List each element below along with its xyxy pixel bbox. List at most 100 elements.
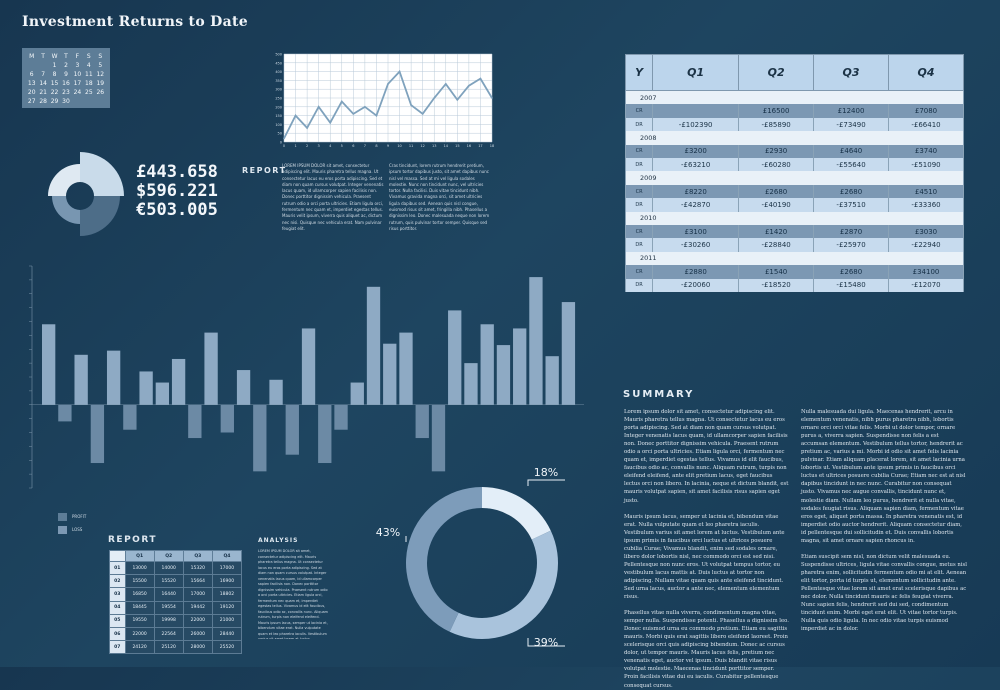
- quarterly-table: Y Q1 Q2 Q3 Q4 2007 CR £16500 £12400 £7080 DR -£102…: [624, 54, 964, 292]
- table-cell: -£42870: [652, 198, 740, 212]
- calendar-day: 12: [96, 71, 105, 78]
- table-cell: -£33360: [888, 198, 964, 212]
- calendar-day: 20: [27, 89, 36, 96]
- line-x-tick-label: 15: [455, 144, 459, 148]
- bar: [269, 379, 283, 405]
- line-x-tick-label: 10: [397, 144, 401, 148]
- table-cell: -£51090: [888, 158, 964, 172]
- table-year-label: 2011: [625, 251, 964, 266]
- table-cell: -£66410: [888, 117, 964, 132]
- report2-cell: 13000: [124, 560, 155, 576]
- bar: [496, 345, 511, 405]
- table-cell: -£15480: [813, 278, 890, 292]
- report2-cell: 15500: [124, 574, 155, 589]
- bar: [334, 404, 348, 430]
- calendar-day: 23: [62, 89, 70, 96]
- line-x-tick-label: 7: [364, 144, 366, 148]
- bar: [123, 404, 137, 430]
- line-x-tick-label: 12: [420, 144, 424, 148]
- table-row-cr: CR £16500 £12400 £7080: [624, 104, 964, 118]
- legend-swatch-loss: [58, 526, 67, 534]
- table-column-header: Q2: [738, 54, 815, 91]
- table-row-dr: DR -£63210 -£60280 -£55640 -£51090: [624, 158, 964, 172]
- report2-heading: REPORT: [108, 535, 157, 545]
- report2-cell: 15520: [153, 574, 184, 589]
- bar: [529, 277, 543, 405]
- table-cell: £3030: [888, 224, 964, 239]
- calendar-week: 6 7 8 9 10 11 12: [26, 70, 106, 79]
- table-row: 06 22000 22564 26000 28440: [109, 626, 243, 642]
- line-x-tick-label: 0: [283, 144, 285, 148]
- table-row-cr: CR £2880 £1540 £2680 £34100: [624, 265, 964, 279]
- table-row-cr: CR £3100 £1420 £2870 £3030: [624, 224, 964, 239]
- bar: [285, 404, 299, 455]
- calendar-day: [95, 97, 106, 106]
- report2-column-header: Q3: [182, 550, 213, 562]
- report-heading: REPORT: [242, 166, 287, 175]
- bar-chart: [29, 265, 584, 489]
- report2-column-header: Q2: [153, 550, 184, 562]
- line-x-tick-label: 6: [352, 144, 354, 148]
- calendar-grid: M T W T F S S 1 2 3 4 5 6 7 8 9 10 11 12 13 14 15 16 17 18 19 20 21…: [26, 52, 106, 106]
- calendar-weekday: S: [86, 53, 91, 60]
- donut-leader-line: [527, 638, 565, 647]
- calendar-day: 2: [64, 62, 68, 69]
- summary-col1-para: Phasellus vitae nulla viverra, condiment…: [624, 610, 789, 689]
- report2-cell: 16850: [124, 587, 155, 602]
- table-cell: -£20060: [652, 278, 740, 292]
- table-cell: £2680: [738, 184, 815, 199]
- bar: [90, 404, 105, 464]
- summary-heading: SUMMARY: [623, 389, 695, 400]
- calendar-weekday: T: [64, 53, 68, 60]
- summary-col2-para: Etiam suscipit sem nisl, non dictum veli…: [801, 553, 967, 633]
- line-point: [387, 83, 389, 85]
- report2-cell: 25520: [211, 640, 243, 655]
- report2-cell: 05: [109, 613, 126, 628]
- line-point: [340, 100, 343, 103]
- legend-label-profit: PROFIT: [72, 514, 87, 519]
- line-x-tick-label: 3: [318, 144, 320, 148]
- line-x-tick-label: 8: [375, 144, 377, 148]
- bar: [106, 350, 121, 405]
- legend-label-loss: LOSS: [72, 527, 83, 532]
- report2-table: Q1 Q2 Q3 Q4 01 13000 14000 15320 17000 02 15500 15…: [109, 550, 243, 655]
- calendar-day: 7: [41, 71, 46, 78]
- table-row: 03 16850 16440 17000 18802: [109, 587, 243, 602]
- calendar-day: 10: [73, 71, 82, 78]
- calendar-day: 26: [96, 89, 105, 96]
- table-cell: £3740: [888, 144, 964, 159]
- line-y-tick-label: 0: [280, 141, 282, 145]
- table-row-label: DR: [624, 117, 654, 132]
- report2-cell: 25120: [153, 640, 184, 655]
- calendar-day: 24: [73, 89, 82, 96]
- line-x-tick-label: 5: [341, 144, 343, 148]
- calendar-week: 13 14 15 16 17 18 19: [26, 79, 106, 88]
- line-y-tick-label: 200: [275, 105, 282, 109]
- line-point: [456, 98, 459, 101]
- table-year-row: 2009: [625, 171, 964, 185]
- donut-slice: [449, 530, 558, 639]
- report2-cell: 16440: [153, 587, 184, 602]
- line-point: [491, 97, 493, 99]
- table-cell: -£28840: [738, 238, 815, 252]
- table-cell: [652, 104, 740, 118]
- calendar-day: 14: [39, 80, 47, 87]
- line-x-tick-label: 16: [467, 144, 471, 148]
- table-cell: -£55640: [813, 158, 890, 172]
- table-year-label: 2009: [625, 171, 964, 185]
- calendar-day: [37, 61, 48, 70]
- calendar-day: 29: [50, 98, 59, 105]
- line-y-tick-label: 50: [278, 132, 282, 136]
- calendar-day: 1: [52, 62, 57, 69]
- legend-swatch-profit: [58, 513, 67, 521]
- line-x-tick-label: 14: [444, 144, 449, 148]
- table-cell: -£37510: [813, 198, 890, 212]
- table-cell: £1420: [738, 224, 815, 239]
- report2-cell: 18802: [211, 587, 243, 602]
- line-y-tick-label: 500: [275, 53, 282, 57]
- table-cell: -£12070: [888, 278, 964, 292]
- line-point: [398, 70, 401, 73]
- report2-cell: 22000: [182, 613, 213, 628]
- calendar-day: [26, 61, 37, 70]
